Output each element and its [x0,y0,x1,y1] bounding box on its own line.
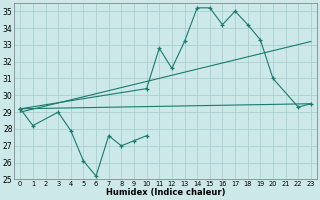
X-axis label: Humidex (Indice chaleur): Humidex (Indice chaleur) [106,188,225,197]
